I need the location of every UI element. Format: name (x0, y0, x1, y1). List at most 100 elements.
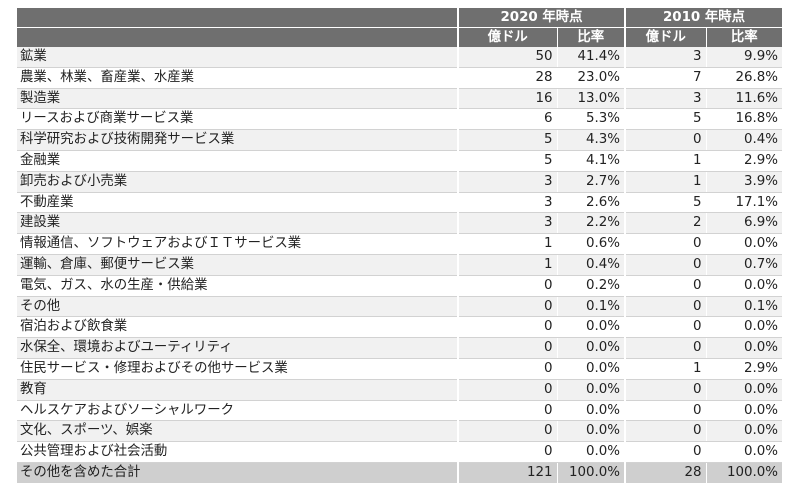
industry-label: 鉱業 (17, 47, 458, 68)
ratio-2020-cell: 2.7% (556, 171, 626, 193)
industry-label: 水保全、環境およびユーティリティ (17, 337, 458, 359)
total-amount-2020: 121 (457, 462, 557, 483)
ratio-2020-cell: 0.4% (556, 254, 626, 276)
amount-2020-cell: 3 (457, 171, 557, 193)
amount-2020-cell: 0 (457, 316, 557, 339)
header-blank-cell (17, 27, 458, 47)
industry-label: 製造業 (17, 88, 458, 110)
table-row: 建設業 3 2.2% 2 6.9% (17, 212, 783, 235)
table-header: 2020 年時点 2010 年時点 億ドル 比率 億ドル 比率 (17, 8, 783, 47)
amount-2010-cell: 3 (624, 88, 707, 110)
amount-2010-cell: 1 (624, 150, 707, 172)
table-row: 教育 0 0.0% 0 0.0% (17, 379, 783, 401)
industry-label: 宿泊および飲食業 (17, 316, 458, 339)
amount-2020-cell: 0 (457, 337, 557, 359)
total-ratio-2020: 100.0% (556, 462, 626, 483)
amount-2020-cell: 0 (457, 358, 557, 380)
header-row-columns: 億ドル 比率 億ドル 比率 (17, 27, 783, 47)
ratio-2020-cell: 0.0% (556, 316, 626, 339)
amount-2020-cell: 3 (457, 212, 557, 235)
header-blank-cell (17, 8, 458, 28)
industry-label: 不動産業 (17, 192, 458, 214)
amount-2020-cell: 0 (457, 379, 557, 401)
industry-label: 公共管理および社会活動 (17, 441, 458, 463)
table-row: 金融業 5 4.1% 1 2.9% (17, 150, 783, 172)
ratio-2020-cell: 4.1% (556, 150, 626, 172)
table-row: 運輸、倉庫、郵便サービス業 1 0.4% 0 0.7% (17, 254, 783, 276)
table-row: 電気、ガス、水の生産・供給業 0 0.2% 0 0.0% (17, 275, 783, 297)
amount-2020-cell: 0 (457, 275, 557, 297)
table-row: 農業、林業、畜産業、水産業 28 23.0% 7 26.8% (17, 67, 783, 89)
amount-2020-cell: 6 (457, 108, 557, 131)
amount-2020-cell: 3 (457, 192, 557, 214)
ratio-2020-cell: 0.6% (556, 233, 626, 255)
industry-label: 金融業 (17, 150, 458, 172)
header-ratio-2010: 比率 (705, 27, 783, 47)
ratio-2010-cell: 11.6% (705, 88, 783, 110)
amount-2020-cell: 28 (457, 67, 557, 89)
amount-2010-cell: 0 (624, 275, 707, 297)
table-body: 鉱業 50 41.4% 3 9.9% 農業、林業、畜産業、水産業 28 23.0% 7 26.8… (17, 47, 783, 483)
ratio-2010-cell: 0.0% (705, 379, 783, 401)
amount-2020-cell: 0 (457, 400, 557, 422)
ratio-2010-cell: 2.9% (705, 358, 783, 380)
header-amount-2010: 億ドル (624, 27, 707, 47)
amount-2020-cell: 5 (457, 129, 557, 151)
industry-label: 建設業 (17, 212, 458, 235)
amount-2010-cell: 0 (624, 337, 707, 359)
table-row: 住民サービス・修理およびその他サービス業 0 0.0% 1 2.9% (17, 358, 783, 380)
ratio-2010-cell: 0.0% (705, 233, 783, 255)
amount-2010-cell: 5 (624, 108, 707, 131)
ratio-2010-cell: 0.4% (705, 129, 783, 151)
table-row: 水保全、環境およびユーティリティ 0 0.0% 0 0.0% (17, 337, 783, 359)
total-row: その他を含めた合計 121 100.0% 28 100.0% (17, 462, 783, 483)
amount-2010-cell: 2 (624, 212, 707, 235)
table-row: 鉱業 50 41.4% 3 9.9% (17, 47, 783, 68)
table-row: 公共管理および社会活動 0 0.0% 0 0.0% (17, 441, 783, 463)
amount-2010-cell: 0 (624, 129, 707, 151)
header-row-years: 2020 年時点 2010 年時点 (17, 8, 783, 28)
header-amount-2020: 億ドル (457, 27, 557, 47)
ratio-2020-cell: 0.0% (556, 441, 626, 463)
ratio-2020-cell: 0.1% (556, 296, 626, 318)
table-row: 不動産業 3 2.6% 5 17.1% (17, 192, 783, 214)
industry-label: リースおよび商業サービス業 (17, 108, 458, 131)
total-ratio-2010: 100.0% (705, 462, 783, 483)
amount-2010-cell: 0 (624, 254, 707, 276)
ratio-2010-cell: 0.7% (705, 254, 783, 276)
amount-2010-cell: 5 (624, 192, 707, 214)
industry-label: ヘルスケアおよびソーシャルワーク (17, 400, 458, 422)
ratio-2010-cell: 0.1% (705, 296, 783, 318)
amount-2020-cell: 1 (457, 254, 557, 276)
industry-investment-table: 2020 年時点 2010 年時点 億ドル 比率 億ドル 比率 鉱業 50 41.4… (17, 8, 783, 483)
industry-label: 農業、林業、畜産業、水産業 (17, 67, 458, 89)
industry-label: その他 (17, 296, 458, 318)
table-row: リースおよび商業サービス業 6 5.3% 5 16.8% (17, 108, 783, 131)
ratio-2020-cell: 0.0% (556, 420, 626, 443)
industry-label: 電気、ガス、水の生産・供給業 (17, 275, 458, 297)
table-row: 宿泊および飲食業 0 0.0% 0 0.0% (17, 316, 783, 339)
ratio-2020-cell: 5.3% (556, 108, 626, 131)
ratio-2010-cell: 6.9% (705, 212, 783, 235)
amount-2010-cell: 3 (624, 47, 707, 68)
amount-2010-cell: 0 (624, 296, 707, 318)
industry-label: 住民サービス・修理およびその他サービス業 (17, 358, 458, 380)
ratio-2020-cell: 0.0% (556, 358, 626, 380)
table-row: 製造業 16 13.0% 3 11.6% (17, 88, 783, 110)
ratio-2010-cell: 0.0% (705, 420, 783, 443)
ratio-2020-cell: 41.4% (556, 47, 626, 68)
amount-2010-cell: 7 (624, 67, 707, 89)
ratio-2020-cell: 4.3% (556, 129, 626, 151)
ratio-2010-cell: 17.1% (705, 192, 783, 214)
industry-label: 情報通信、ソフトウェアおよびＩＴサービス業 (17, 233, 458, 255)
amount-2010-cell: 1 (624, 171, 707, 193)
total-amount-2010: 28 (624, 462, 707, 483)
industry-investment-table-container: 2020 年時点 2010 年時点 億ドル 比率 億ドル 比率 鉱業 50 41.4… (17, 8, 783, 483)
industry-label: 卸売および小売業 (17, 171, 458, 193)
industry-label: 教育 (17, 379, 458, 401)
ratio-2010-cell: 0.0% (705, 400, 783, 422)
table-row: その他 0 0.1% 0 0.1% (17, 296, 783, 318)
table-row: 文化、スポーツ、娯楽 0 0.0% 0 0.0% (17, 420, 783, 443)
ratio-2020-cell: 0.0% (556, 400, 626, 422)
ratio-2020-cell: 13.0% (556, 88, 626, 110)
